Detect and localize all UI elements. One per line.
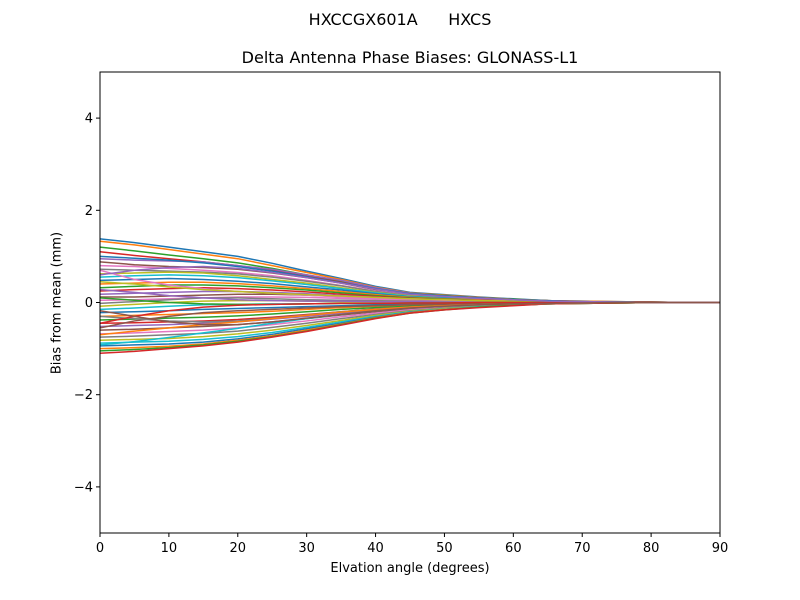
x-tick-label: 10 [161, 541, 178, 556]
y-tick-label: 2 [85, 204, 93, 219]
x-tick-label: 80 [643, 541, 660, 556]
x-tick-label: 40 [367, 541, 384, 556]
y-tick-label: −2 [74, 388, 93, 403]
x-tick-label: 0 [96, 541, 104, 556]
x-axis: 0 10 20 30 40 50 60 70 80 90 [96, 533, 728, 556]
y-axis-label: Bias from mean (mm) [49, 231, 65, 375]
x-tick-label: 60 [505, 541, 522, 556]
x-tick-label: 20 [230, 541, 247, 556]
series-line-46 [100, 301, 720, 326]
chart-title: Delta Antenna Phase Biases: GLONASS-L1 [241, 48, 579, 67]
y-axis: −4 −2 0 2 4 [74, 112, 100, 495]
y-tick-label: −4 [74, 480, 93, 495]
x-tick-label: 30 [298, 541, 315, 556]
x-tick-label: 50 [436, 541, 453, 556]
x-axis-label: Elvation angle (degrees) [330, 561, 490, 576]
y-tick-label: 0 [85, 296, 93, 311]
x-tick-label: 70 [574, 541, 591, 556]
series-layer [100, 238, 720, 354]
y-tick-label: 4 [85, 112, 93, 127]
figure-suptitle: HXCCGX601A HXCS [308, 10, 492, 29]
x-tick-label: 90 [712, 541, 729, 556]
